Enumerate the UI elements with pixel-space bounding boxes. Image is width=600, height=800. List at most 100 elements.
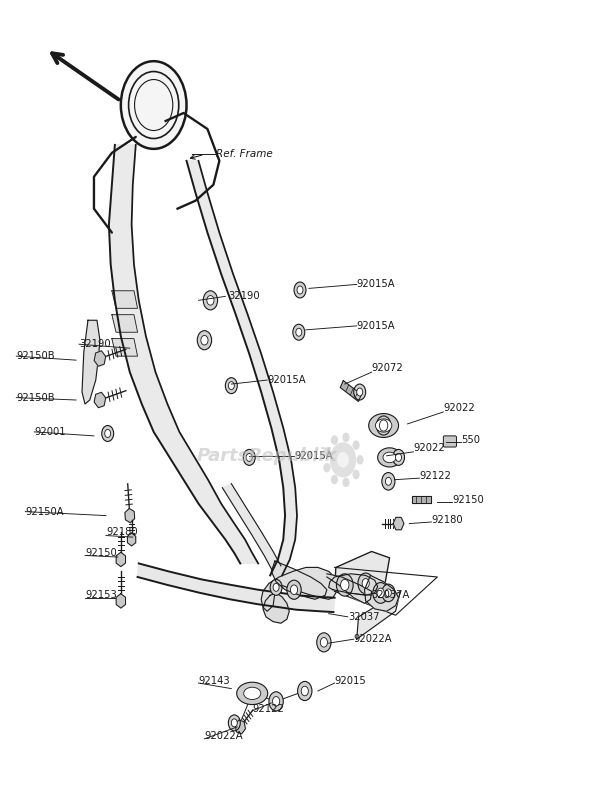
Circle shape	[203, 290, 218, 310]
Polygon shape	[235, 720, 245, 734]
Circle shape	[343, 433, 350, 442]
Polygon shape	[112, 338, 137, 356]
Circle shape	[290, 585, 298, 594]
Circle shape	[297, 286, 303, 294]
Circle shape	[243, 450, 255, 466]
Text: 32037A: 32037A	[371, 590, 410, 600]
Text: 92072: 92072	[371, 363, 403, 373]
Text: 92122: 92122	[252, 704, 284, 714]
Text: 92015A: 92015A	[294, 451, 332, 461]
Circle shape	[341, 579, 349, 590]
Circle shape	[229, 382, 235, 390]
Text: 92150B: 92150B	[16, 351, 55, 361]
Polygon shape	[335, 551, 389, 591]
Polygon shape	[329, 574, 377, 595]
Text: 32190: 32190	[229, 291, 260, 302]
Circle shape	[229, 715, 240, 731]
Polygon shape	[109, 145, 258, 563]
Polygon shape	[82, 320, 100, 404]
Circle shape	[323, 463, 331, 472]
Circle shape	[331, 435, 338, 445]
Circle shape	[197, 330, 212, 350]
Polygon shape	[327, 574, 371, 603]
Circle shape	[201, 335, 208, 345]
Polygon shape	[137, 563, 335, 612]
Ellipse shape	[376, 419, 392, 432]
Circle shape	[272, 697, 280, 706]
Polygon shape	[365, 575, 398, 611]
Text: Ref. Frame: Ref. Frame	[217, 150, 273, 159]
Text: 92180: 92180	[431, 514, 463, 525]
Polygon shape	[116, 552, 125, 566]
Polygon shape	[94, 392, 106, 408]
Ellipse shape	[368, 414, 398, 438]
Circle shape	[294, 282, 306, 298]
Circle shape	[296, 328, 302, 336]
Text: PartsRepublik: PartsRepublik	[197, 447, 337, 465]
Polygon shape	[393, 518, 404, 530]
Circle shape	[121, 61, 187, 149]
Text: 92015A: 92015A	[267, 375, 306, 385]
Ellipse shape	[383, 452, 396, 462]
Text: 92022: 92022	[443, 403, 475, 413]
Polygon shape	[263, 593, 289, 623]
FancyBboxPatch shape	[443, 436, 457, 447]
Polygon shape	[112, 314, 137, 332]
Polygon shape	[271, 561, 327, 599]
Circle shape	[270, 579, 282, 595]
Circle shape	[323, 447, 331, 457]
Text: 92150B: 92150B	[16, 393, 55, 402]
Text: 92001: 92001	[34, 427, 66, 437]
Ellipse shape	[377, 448, 401, 467]
Circle shape	[226, 378, 237, 394]
Circle shape	[337, 574, 353, 596]
Text: 92150: 92150	[452, 494, 484, 505]
Circle shape	[232, 719, 237, 727]
Ellipse shape	[236, 682, 268, 705]
Text: 92150A: 92150A	[25, 506, 64, 517]
Polygon shape	[125, 509, 134, 522]
Text: 92015A: 92015A	[357, 321, 395, 331]
Circle shape	[298, 682, 312, 701]
Polygon shape	[357, 591, 400, 639]
Circle shape	[337, 452, 349, 468]
Circle shape	[362, 578, 369, 588]
Circle shape	[373, 582, 388, 603]
Polygon shape	[412, 496, 431, 503]
Polygon shape	[127, 533, 136, 546]
Circle shape	[207, 295, 214, 305]
Text: 92015A: 92015A	[357, 279, 395, 290]
Text: 92143: 92143	[199, 676, 230, 686]
Circle shape	[353, 470, 359, 479]
Circle shape	[269, 692, 283, 711]
Text: 32037: 32037	[348, 612, 379, 622]
Circle shape	[102, 426, 113, 442]
Circle shape	[273, 583, 279, 591]
Circle shape	[320, 638, 328, 647]
Circle shape	[331, 474, 338, 484]
Ellipse shape	[244, 687, 261, 699]
Polygon shape	[261, 567, 337, 611]
Text: 550: 550	[461, 435, 480, 445]
Polygon shape	[187, 161, 297, 575]
Circle shape	[377, 588, 384, 598]
Polygon shape	[116, 594, 125, 608]
Text: 92022A: 92022A	[205, 731, 243, 742]
Text: 92015: 92015	[335, 676, 367, 686]
Circle shape	[246, 454, 252, 462]
Text: 92180: 92180	[106, 526, 137, 537]
Circle shape	[301, 686, 308, 696]
Polygon shape	[223, 484, 281, 570]
Circle shape	[317, 633, 331, 652]
Circle shape	[353, 440, 359, 450]
Text: 92150: 92150	[85, 548, 117, 558]
Circle shape	[105, 430, 110, 438]
Circle shape	[287, 580, 301, 599]
Text: 92153: 92153	[85, 590, 117, 600]
Polygon shape	[112, 290, 137, 308]
Circle shape	[392, 450, 404, 466]
Text: 32190: 32190	[79, 339, 110, 349]
Text: 92122: 92122	[419, 470, 451, 481]
Text: 92022: 92022	[413, 443, 445, 453]
Circle shape	[385, 589, 391, 597]
